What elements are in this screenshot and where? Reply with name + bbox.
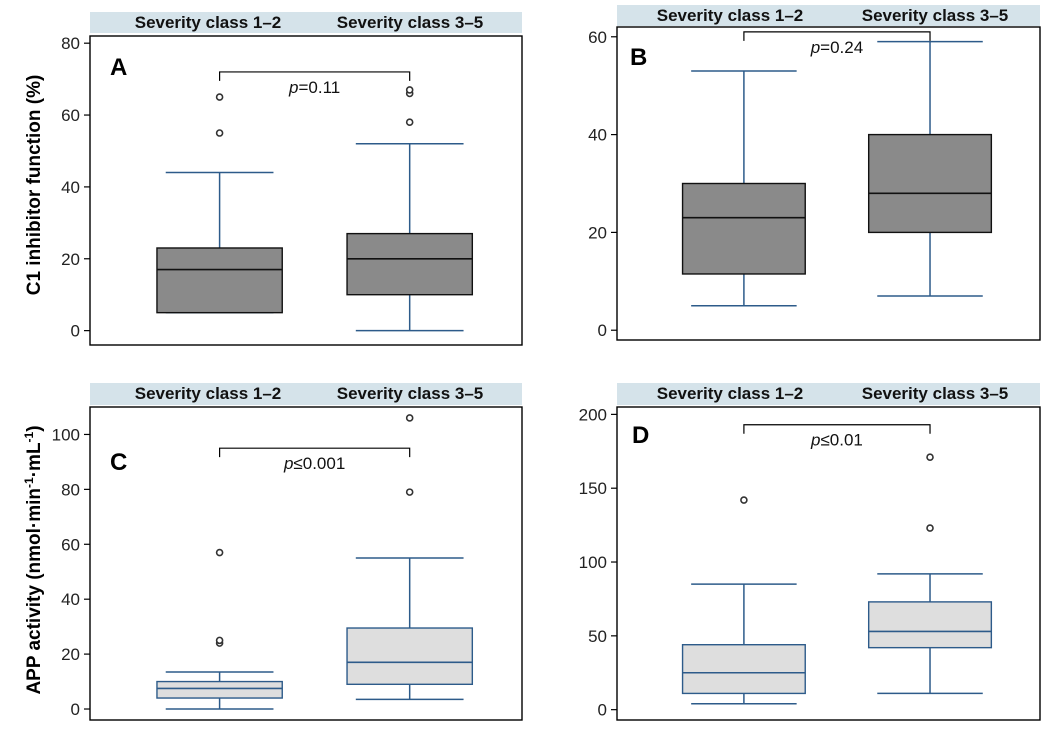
significance-bracket xyxy=(743,424,931,434)
plot-frame xyxy=(89,406,523,721)
panel-letter: A xyxy=(110,54,127,81)
y-axis-label-bottom: APP activity (nmol·min-1·mL-1) xyxy=(22,425,45,694)
p-value-label: p=0.24 xyxy=(810,38,863,57)
panel-a: Severity class 1–2 Severity class 3–5 0 20 4… xyxy=(61,12,523,346)
y-tick-label: 60 xyxy=(61,535,80,554)
panel-letter: C xyxy=(110,449,127,476)
box xyxy=(681,644,806,695)
panel-c: Severity class 1–2 Severity class 3–5 0 20 4… xyxy=(52,383,523,721)
significance-bracket xyxy=(743,31,931,41)
y-tick-label: 200 xyxy=(579,405,607,424)
box xyxy=(867,133,993,234)
outlier-point xyxy=(215,636,224,645)
p-value-label: p≤0.01 xyxy=(810,431,863,450)
p-value-label: p=0.11 xyxy=(288,78,340,97)
outlier-point xyxy=(215,129,224,137)
header-band xyxy=(90,12,522,33)
outlier-point xyxy=(926,453,934,461)
y-tick-label: 0 xyxy=(71,322,80,341)
y-tick-label: 0 xyxy=(598,701,607,720)
header-band xyxy=(617,383,1040,405)
plot-frame xyxy=(616,26,1041,341)
panel-letter: B xyxy=(630,44,647,71)
p-value-label: p≤0.001 xyxy=(283,454,345,473)
group-header: Severity class 3–5 xyxy=(337,384,484,403)
y-tick-label: 40 xyxy=(61,590,80,609)
outlier-point xyxy=(405,414,414,422)
header-band xyxy=(617,5,1040,26)
plot-frame xyxy=(89,35,523,346)
box xyxy=(346,627,474,686)
group-header: Severity class 3–5 xyxy=(862,6,1009,25)
box xyxy=(867,601,993,649)
box xyxy=(681,182,806,275)
y-tick-label: 60 xyxy=(61,106,80,125)
y-tick-label: 20 xyxy=(61,250,80,269)
outlier-point xyxy=(405,86,414,94)
outlier-point xyxy=(405,118,414,127)
y-tick-label: 0 xyxy=(598,321,607,340)
outlier-point xyxy=(740,496,748,504)
y-tick-label: 20 xyxy=(61,645,80,664)
y-tick-label: 100 xyxy=(579,553,607,572)
group-header: Severity class 1–2 xyxy=(135,384,282,403)
box xyxy=(156,247,283,314)
header-band xyxy=(90,383,522,405)
plot-frame xyxy=(616,406,1041,721)
y-tick-label: 80 xyxy=(61,480,80,499)
group-header: Severity class 3–5 xyxy=(862,384,1009,403)
panel-b: Severity class 1–2 Severity class 3–5 0 20 4… xyxy=(588,5,1041,341)
y-tick-label: 80 xyxy=(61,34,80,53)
box xyxy=(156,680,283,699)
y-axis-label-top: C1 inhibitor function (%) xyxy=(24,75,45,296)
significance-bracket xyxy=(219,447,411,458)
group-header: Severity class 1–2 xyxy=(657,384,804,403)
panel-letter: D xyxy=(632,422,649,449)
outlier-point xyxy=(215,548,224,557)
outlier-point xyxy=(405,488,414,496)
outlier-point xyxy=(926,524,934,532)
group-header: Severity class 1–2 xyxy=(657,6,804,25)
box xyxy=(346,232,474,296)
group-header: Severity class 1–2 xyxy=(135,13,282,32)
group-header: Severity class 3–5 xyxy=(337,13,484,32)
y-tick-label: 50 xyxy=(588,627,607,646)
y-tick-label: 60 xyxy=(588,28,607,47)
y-tick-label: 40 xyxy=(61,178,80,197)
y-tick-label: 40 xyxy=(588,126,607,145)
significance-bracket xyxy=(219,71,411,81)
panel-d: Severity class 1–2 Severity class 3–5 0 50 1… xyxy=(579,383,1041,721)
outlier-point xyxy=(215,93,224,101)
y-tick-label: 150 xyxy=(579,479,607,498)
y-tick-label: 20 xyxy=(588,223,607,242)
y-tick-label: 0 xyxy=(71,700,80,719)
y-tick-label: 100 xyxy=(52,425,80,444)
